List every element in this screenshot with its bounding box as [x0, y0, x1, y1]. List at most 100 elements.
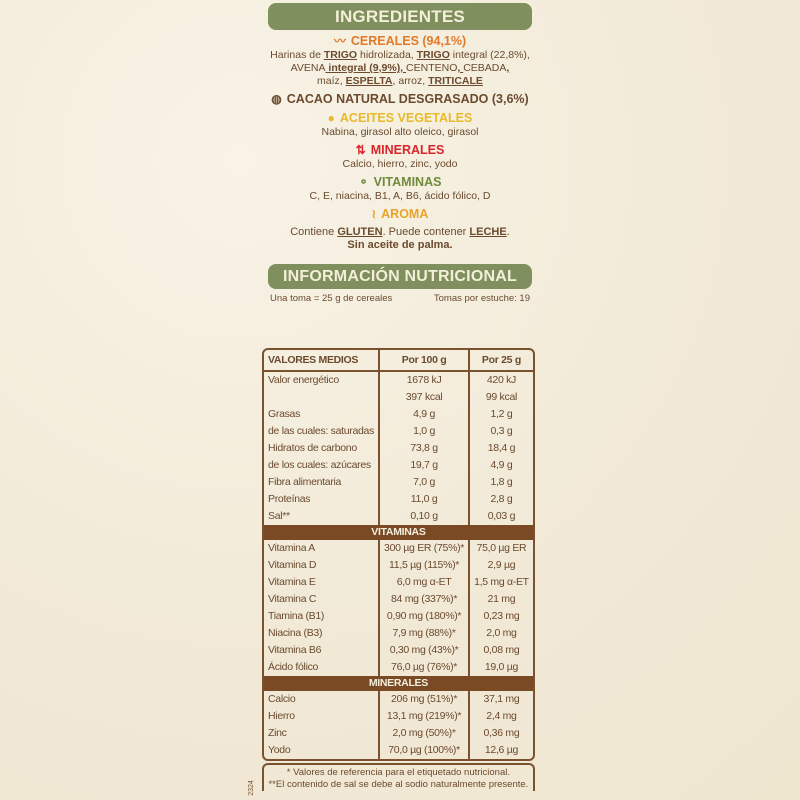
- table-row: Proteínas 11,0 g 2,8 g: [264, 491, 533, 508]
- nutrient-label: de los cuales: azúcares: [268, 459, 371, 471]
- per-25g-value: 75,0 µg ER: [468, 540, 533, 557]
- vitamin-row: Vitamina B6 0,30 mg (43%)* 0,08 mg: [264, 642, 533, 659]
- per-25g-value: 0,36 mg: [468, 725, 533, 742]
- vitamin-row: Vitamina C 84 mg (337%)* 21 mg: [264, 591, 533, 608]
- serving-size: Una toma = 25 g de cereales: [270, 293, 393, 304]
- nutrient-label: Tiamina (B1): [268, 610, 325, 622]
- minerals-band: MINERALES: [264, 676, 533, 691]
- aroma-title: AROMA: [381, 207, 429, 221]
- mineral-row: Hierro 13,1 mg (219%)* 2,4 mg: [264, 708, 533, 725]
- per-25g-value: 420 kJ 99 kcal: [468, 371, 533, 406]
- mineral-icon: ⇅: [355, 143, 366, 157]
- allergen-word: TRIGO: [416, 49, 450, 61]
- per-100g-value: 4,9 g: [378, 406, 470, 423]
- cacao-heading: ◍ CACAO NATURAL DESGRASADO (3,6%): [268, 92, 532, 107]
- vitamin-row: Ácido fólico 76,0 µg (76%)* 19,0 µg: [264, 659, 533, 676]
- nutrition-title: INFORMACIÓN NUTRICIONAL: [268, 264, 532, 289]
- per-25g-value: 19,0 µg: [468, 659, 533, 676]
- per-25g-value: 0,03 g: [468, 508, 533, 525]
- nutrient-label: Calcio: [268, 693, 296, 705]
- nutrient-label: VALORES MEDIOS: [264, 350, 380, 372]
- minerals-band-label: MINERALES: [264, 676, 533, 691]
- per-100g-value: 0,30 mg (43%)*: [378, 642, 470, 659]
- nutrient-label: Proteínas: [268, 493, 311, 505]
- minerals-text: Calcio, hierro, zinc, yodo: [342, 158, 458, 170]
- table-row: de los cuales: azúcares 19,7 g 4,9 g: [264, 457, 533, 474]
- servings-per-pack: Tomas por estuche: 19: [433, 293, 530, 304]
- cereals-line3: maíz, ESPELTA, arroz, TRITICALE: [268, 75, 532, 88]
- nutrition-table: VALORES MEDIOS Por 100 g Por 25 g Valor ene…: [262, 348, 535, 761]
- ingredients-panel: INGREDIENTES 〰 CEREALES (94,1%) Harinas d…: [268, 0, 532, 305]
- nutrient-label: Ácido fólico: [268, 661, 319, 673]
- allergen-word: ,: [457, 62, 464, 74]
- oils-title: ACEITES VEGETALES: [339, 111, 473, 125]
- text-segment: . Puede contener: [382, 226, 470, 238]
- vitamin-row: Niacina (B3) 7,9 mg (88%)* 2,0 mg: [264, 625, 533, 642]
- nutrient-label: Vitamina B6: [268, 644, 322, 656]
- vitamin-row: Tiamina (B1) 0,90 mg (180%)* 0,23 mg: [264, 608, 533, 625]
- per-100g-value: 11,5 µg (115%)*: [378, 557, 470, 574]
- aroma-icon: ≀: [371, 207, 377, 221]
- text-segment: , arroz,: [392, 75, 429, 87]
- footnote-salt: **El contenido de sal se debe al sodio n…: [268, 779, 529, 790]
- per-25g-value: 0,23 mg: [468, 608, 533, 625]
- text-segment: AVENA: [290, 62, 326, 74]
- nutrient-label: Hidratos de carbono: [268, 442, 357, 454]
- per-25g-value: 18,4 g: [468, 440, 533, 457]
- minerals-heading: ⇅ MINERALES: [268, 143, 532, 158]
- per-100g-value: 0,10 g: [378, 508, 470, 525]
- per-100g-value: 7,9 mg (88%)*: [378, 625, 470, 642]
- per-100g-value: 11,0 g: [378, 491, 470, 508]
- per-25g-value: 2,0 mg: [468, 625, 533, 642]
- table-header: VALORES MEDIOS Por 100 g Por 25 g: [264, 350, 533, 372]
- nutrient-label: de las cuales: saturadas: [268, 425, 375, 437]
- mineral-row: Zinc 2,0 mg (50%)* 0,36 mg: [264, 725, 533, 742]
- per-25g-value: 2,8 g: [468, 491, 533, 508]
- vitamins-title: VITAMINAS: [373, 175, 442, 189]
- wheat-icon: 〰: [333, 34, 346, 48]
- ingredients-title: INGREDIENTES: [268, 3, 532, 30]
- nutrient-label: Valor energético: [268, 374, 339, 386]
- footnotes: * Valores de referencia para el etiqueta…: [262, 763, 535, 791]
- cacao-bean-icon: ◍: [271, 92, 282, 106]
- per-25g-value: 2,4 mg: [468, 708, 533, 725]
- footnote-reference: * Valores de referencia para el etiqueta…: [286, 767, 510, 778]
- per-100g-value: 1678 kJ 397 kcal: [378, 371, 470, 406]
- per-25g-value: 1,2 g: [468, 406, 533, 423]
- vitamins-band-label: VITAMINAS: [264, 525, 533, 540]
- per-100g-value: 6,0 mg α-ET: [378, 574, 470, 591]
- per-100g-value: 73,8 g: [378, 440, 470, 457]
- table-row: Grasas 4,9 g 1,2 g: [264, 406, 533, 423]
- per-25g-value: 0,08 mg: [468, 642, 533, 659]
- per-25g-value: 37,1 mg: [468, 691, 533, 708]
- text-segment: CEBADA: [463, 62, 507, 74]
- allergen-word: ESPELTA: [345, 75, 393, 87]
- table-row: Sal** 0,10 g 0,03 g: [264, 508, 533, 525]
- per-25g-value: 0,3 g: [468, 423, 533, 440]
- nutrient-label: Fibra alimentaria: [268, 476, 342, 488]
- allergen-word: ,: [506, 62, 510, 74]
- minerals-title: MINERALES: [370, 143, 445, 157]
- nutrient-label: Zinc: [268, 727, 287, 739]
- per-100g-value: 70,0 µg (100%)*: [378, 742, 470, 759]
- per-100g-value: 13,1 mg (219%)*: [378, 708, 470, 725]
- text-segment: maíz,: [317, 75, 346, 87]
- per-25g-value: 1,5 mg α-ET: [468, 574, 533, 591]
- text-segment: .: [506, 226, 510, 238]
- table-row: Valor energético 1678 kJ 397 kcal 420 kJ 99 …: [264, 371, 533, 406]
- allergen-word: integral (9,9%),: [325, 62, 407, 74]
- per-100g-value: 84 mg (337%)*: [378, 591, 470, 608]
- nutrition-section: VALORES MEDIOS Por 100 g Por 25 g Valor ene…: [262, 348, 535, 791]
- nutrient-label: Vitamina A: [268, 542, 316, 554]
- nutrient-label: Grasas: [268, 408, 301, 420]
- nutrient-label: Yodo: [268, 744, 291, 756]
- vitamins-text: C, E, niacina, B1, A, B6, ácido fólico, …: [309, 190, 491, 202]
- oil-drop-icon: ●: [327, 111, 335, 125]
- nutrient-label: Vitamina D: [268, 559, 317, 571]
- table-row: Fibra alimentaria 7,0 g 1,8 g: [264, 474, 533, 491]
- nutrient-label: Vitamina C: [268, 593, 317, 605]
- per-100g-value: 300 µg ER (75%)*: [378, 540, 470, 557]
- allergen-word: GLUTEN: [337, 226, 383, 238]
- per-25g-value: 12,6 µg: [468, 742, 533, 759]
- nutrient-label: Vitamina E: [268, 576, 316, 588]
